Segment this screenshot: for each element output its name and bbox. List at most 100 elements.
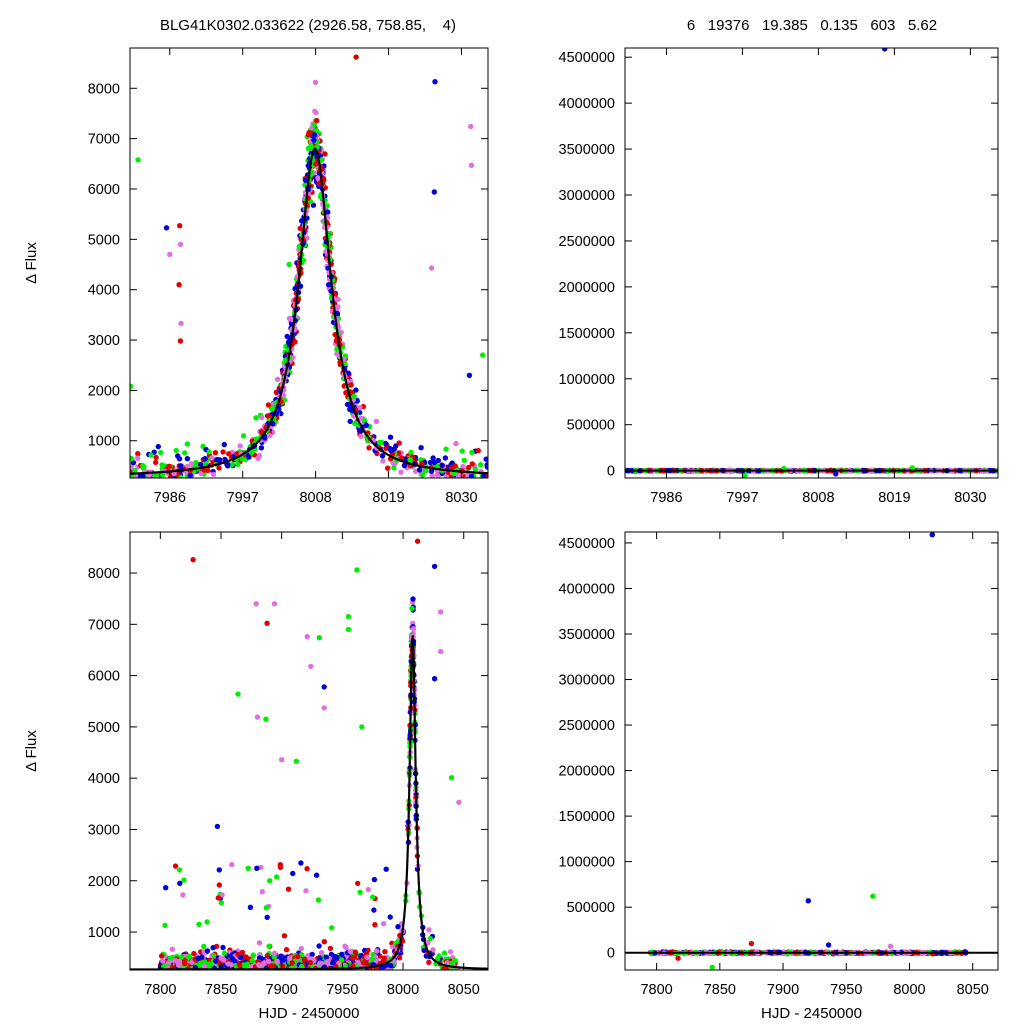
data-point bbox=[379, 453, 386, 459]
data-point bbox=[870, 893, 876, 899]
data-point bbox=[387, 914, 393, 920]
data-point bbox=[162, 922, 168, 929]
data-point bbox=[443, 446, 449, 452]
data-point bbox=[347, 418, 353, 425]
data-point bbox=[182, 450, 188, 456]
data-point bbox=[439, 462, 445, 468]
data-point bbox=[292, 339, 298, 345]
data-point bbox=[342, 943, 348, 949]
data-point bbox=[305, 145, 312, 151]
data-point bbox=[166, 463, 172, 469]
data-point bbox=[267, 963, 274, 969]
data-point bbox=[202, 456, 208, 462]
data-point bbox=[352, 949, 359, 955]
data-point bbox=[461, 457, 467, 464]
data-point bbox=[319, 950, 325, 956]
data-point bbox=[371, 907, 377, 913]
data-point bbox=[240, 433, 247, 439]
data-point bbox=[225, 462, 231, 468]
y-tick-label: 4500000 bbox=[559, 536, 615, 552]
data-point bbox=[250, 952, 256, 958]
data-point bbox=[480, 473, 487, 478]
data-point bbox=[210, 471, 217, 478]
x-tick-label: 8030 bbox=[445, 490, 477, 506]
x-axis-label: HJD - 2450000 bbox=[259, 1005, 360, 1022]
y-tick-label: 3500000 bbox=[559, 142, 615, 158]
data-point bbox=[247, 904, 254, 910]
data-point bbox=[299, 963, 305, 970]
data-point bbox=[466, 372, 473, 378]
y-tick-label: 5000 bbox=[88, 720, 120, 736]
data-point bbox=[909, 465, 915, 471]
data-point bbox=[284, 333, 290, 340]
y-tick-label: 2000 bbox=[88, 874, 120, 890]
data-point bbox=[259, 414, 265, 421]
data-point bbox=[311, 137, 317, 143]
data-point bbox=[416, 467, 423, 473]
data-point bbox=[428, 265, 435, 271]
data-point bbox=[313, 128, 320, 134]
data-point bbox=[444, 960, 450, 966]
data-point bbox=[311, 122, 318, 128]
data-point bbox=[271, 601, 278, 607]
data-point bbox=[311, 132, 318, 138]
data-point bbox=[178, 474, 184, 478]
data-point bbox=[434, 472, 441, 478]
data-point bbox=[348, 382, 354, 388]
data-point bbox=[475, 447, 481, 454]
data-point bbox=[302, 177, 309, 184]
points bbox=[157, 538, 462, 970]
data-point bbox=[184, 456, 191, 462]
data-point bbox=[210, 945, 216, 951]
data-point bbox=[369, 956, 376, 962]
data-point bbox=[315, 897, 322, 903]
data-point bbox=[447, 949, 454, 955]
data-point bbox=[221, 441, 227, 448]
data-point bbox=[411, 626, 417, 632]
data-point bbox=[469, 449, 475, 456]
data-point bbox=[345, 370, 351, 376]
x-tick-label: 7986 bbox=[154, 490, 186, 506]
data-point bbox=[324, 958, 331, 965]
data-point bbox=[283, 947, 290, 953]
data-point bbox=[181, 877, 187, 883]
data-point bbox=[438, 648, 444, 655]
data-point bbox=[140, 474, 146, 478]
data-point bbox=[345, 613, 352, 620]
data-point bbox=[254, 714, 261, 720]
data-point bbox=[245, 865, 251, 871]
data-point bbox=[357, 405, 363, 411]
data-point bbox=[326, 282, 332, 288]
x-tick-label: 7850 bbox=[704, 982, 736, 998]
data-point bbox=[201, 963, 208, 970]
data-point bbox=[177, 338, 184, 344]
y-axis-label: Δ Flux bbox=[23, 730, 40, 772]
data-point bbox=[709, 964, 715, 970]
data-point bbox=[235, 691, 241, 697]
y-tick-label: 8000 bbox=[88, 566, 120, 582]
x-tick-label: 7800 bbox=[144, 982, 176, 998]
data-point bbox=[220, 449, 226, 455]
data-point bbox=[293, 758, 299, 764]
model-curve bbox=[130, 147, 488, 475]
data-point bbox=[216, 465, 222, 471]
y-tick-label: 4000 bbox=[88, 771, 120, 787]
data-point bbox=[298, 945, 304, 952]
data-point bbox=[675, 955, 681, 961]
data-point bbox=[321, 684, 327, 690]
data-point bbox=[158, 449, 164, 456]
data-point bbox=[334, 346, 340, 352]
x-tick-label: 8000 bbox=[387, 982, 419, 998]
data-point bbox=[460, 463, 466, 470]
y-tick-label: 3000 bbox=[88, 333, 120, 349]
y-tick-label: 3500000 bbox=[559, 627, 615, 643]
data-point bbox=[163, 885, 169, 891]
data-point bbox=[176, 958, 183, 965]
data-point bbox=[177, 241, 184, 248]
data-point bbox=[267, 432, 273, 439]
y-tick-label: 2000000 bbox=[559, 280, 615, 296]
data-point bbox=[423, 468, 429, 474]
header-right: 6 19376 19.385 0.135 603 5.62 bbox=[687, 17, 937, 34]
data-point bbox=[160, 958, 166, 964]
model-curve bbox=[130, 635, 488, 970]
